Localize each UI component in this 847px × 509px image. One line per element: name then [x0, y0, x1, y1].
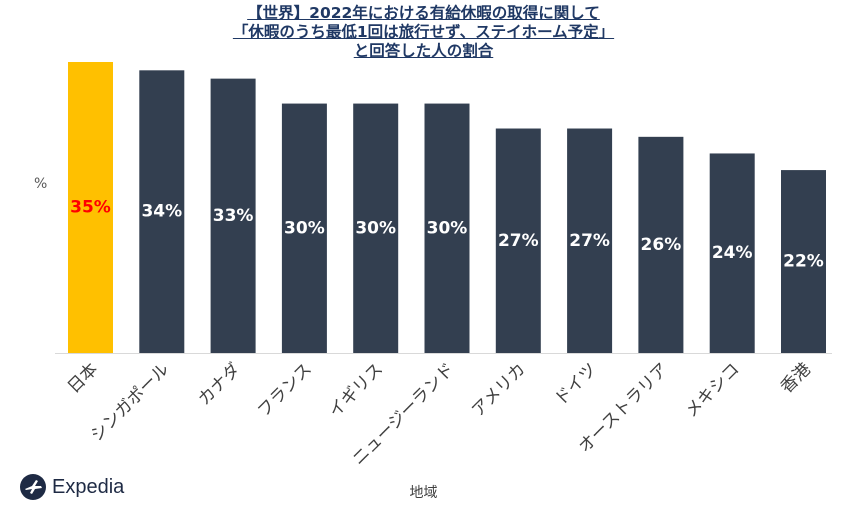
- x-tick-label: フランス: [254, 359, 316, 421]
- bar: [638, 136, 684, 353]
- data-label: 34%: [141, 202, 182, 222]
- brand-name: Expedia: [52, 475, 125, 498]
- bar: [68, 62, 113, 353]
- title-line-3: と回答した人の割合: [353, 42, 494, 60]
- x-tick-label: メキシコ: [682, 359, 744, 421]
- bar: [353, 103, 399, 353]
- expedia-logo: Expedia: [20, 474, 124, 500]
- x-axis-label: 地域: [409, 485, 438, 501]
- bar: [567, 128, 613, 353]
- bar: [281, 103, 327, 353]
- data-label: 30%: [284, 218, 325, 238]
- bar: [424, 103, 470, 353]
- data-label: 27%: [569, 231, 610, 251]
- data-label: 30%: [355, 218, 396, 238]
- data-label: 26%: [641, 235, 682, 255]
- x-tick-label: イギリス: [325, 359, 387, 421]
- x-tick-label: 香港: [777, 359, 815, 397]
- x-tick-label: ドイツ: [551, 359, 601, 409]
- bar: [139, 70, 185, 354]
- data-label: 22%: [783, 252, 824, 272]
- x-tick-label: カナダ: [194, 359, 244, 409]
- data-label: 35%: [70, 198, 111, 218]
- bar: [210, 78, 256, 353]
- bar: [495, 128, 541, 353]
- chart-title: 【世界】2022年における有給休暇の取得に関して 「休暇のうち最低1回は旅行せず…: [0, 4, 847, 61]
- bar: [709, 153, 755, 353]
- data-label: 27%: [498, 231, 539, 251]
- title-line-1: 【世界】2022年における有給休暇の取得に関して: [247, 4, 600, 22]
- title-line-2: 「休暇のうち最低1回は旅行せず、ステイホーム予定」: [232, 23, 615, 41]
- data-label: 30%: [427, 218, 468, 238]
- x-tick-label: 日本: [64, 359, 102, 397]
- y-axis-label: %: [34, 176, 48, 192]
- data-label: 24%: [712, 243, 753, 263]
- plane-icon: [20, 474, 46, 500]
- data-label: 33%: [213, 206, 254, 226]
- x-tick-label: アメリカ: [468, 359, 530, 421]
- bar: [781, 170, 826, 353]
